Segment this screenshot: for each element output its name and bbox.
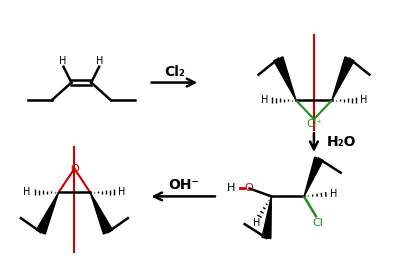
Polygon shape [90, 192, 113, 234]
Text: H: H [118, 188, 126, 197]
Text: O: O [70, 164, 79, 174]
Text: H: H [97, 56, 104, 66]
Text: H: H [261, 95, 268, 105]
Text: H: H [59, 56, 66, 66]
Text: H: H [23, 188, 31, 197]
Text: H: H [227, 183, 235, 194]
Text: H: H [360, 95, 367, 105]
Text: O: O [244, 183, 253, 194]
Text: Cl: Cl [312, 218, 323, 228]
Polygon shape [304, 157, 323, 196]
Text: Cl₂: Cl₂ [164, 65, 185, 79]
Polygon shape [36, 192, 58, 234]
Text: H: H [330, 189, 337, 199]
Text: H₂O: H₂O [327, 135, 356, 149]
Polygon shape [332, 57, 354, 100]
Polygon shape [274, 57, 296, 100]
Text: Cl⁺: Cl⁺ [306, 119, 322, 129]
Text: OH⁻: OH⁻ [168, 178, 199, 191]
Polygon shape [262, 196, 271, 238]
Text: H: H [253, 218, 260, 228]
